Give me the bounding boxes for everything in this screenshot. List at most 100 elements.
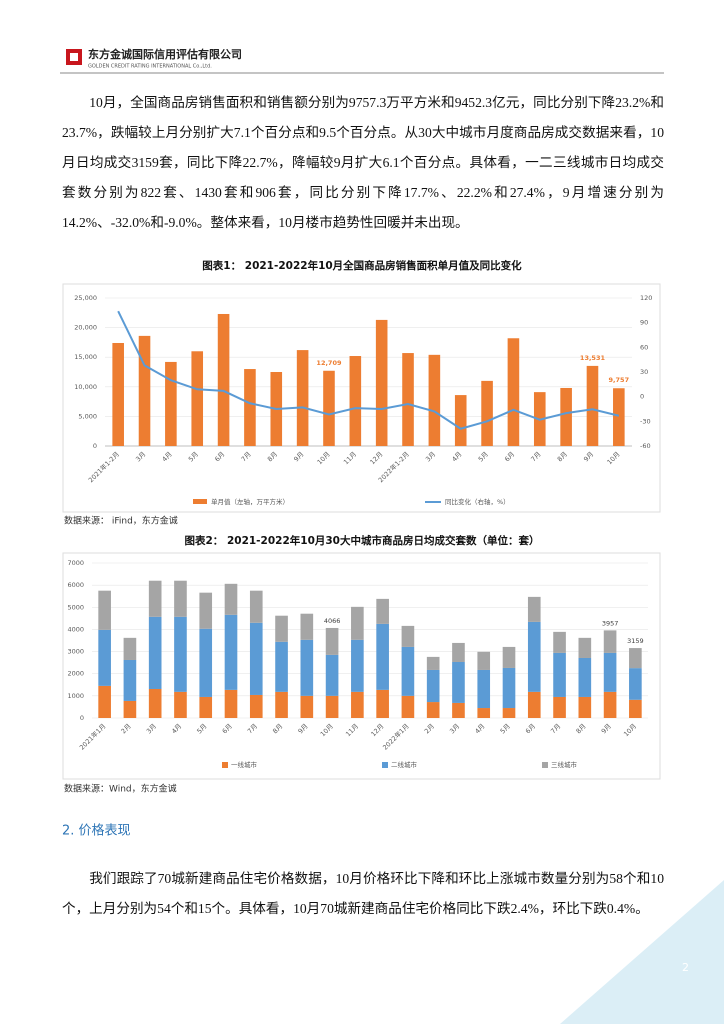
bar-segment (553, 652, 566, 697)
bar-segment (477, 669, 491, 709)
bar-segment (376, 689, 389, 718)
bar (138, 335, 151, 446)
x-tick-label: 3月 (448, 722, 461, 735)
x-tick-label: 12月 (368, 450, 384, 466)
chart-title: 图表2： 2021-2022年10月30大中城市商品房日均成交套数（单位：套） (185, 534, 540, 547)
x-tick-label: 7月 (240, 450, 253, 463)
bar (349, 356, 362, 446)
x-tick-label: 12月 (369, 722, 385, 738)
x-tick-label: 6月 (503, 450, 516, 463)
bar-segment (174, 691, 187, 718)
legend-label: 一线城市 (231, 760, 258, 769)
x-tick-label: 3月 (424, 450, 437, 463)
bar (191, 351, 204, 446)
x-tick-label: 6月 (213, 450, 226, 463)
bar (454, 395, 467, 446)
bar-segment (98, 590, 111, 630)
x-tick-label: 9月 (600, 722, 613, 735)
bar-segment (401, 646, 415, 696)
company-name: 东方金诚国际信用评估有限公司 (88, 47, 242, 61)
bar-segment (98, 685, 111, 718)
x-tick-label: 10月 (316, 450, 332, 466)
legend-label: 单月值（左轴，万平方米） (211, 497, 289, 506)
bar-segment (553, 631, 566, 653)
bar-segment (502, 646, 516, 668)
x-tick-label: 9月 (292, 450, 305, 463)
x-tick-label: 7月 (246, 722, 259, 735)
bar (375, 319, 388, 446)
total-label: 4066 (324, 617, 341, 625)
line (117, 310, 620, 430)
bar-segment (275, 615, 288, 642)
bar-segment (123, 637, 137, 660)
bar-segment (477, 708, 491, 718)
bar (402, 353, 414, 446)
bar-segment (629, 699, 642, 718)
data-label: 13,531 (580, 354, 606, 362)
x-tick-label: 7月 (529, 450, 542, 463)
bar-segment (98, 629, 111, 686)
section-heading: 2. 价格表现 (62, 823, 131, 839)
x-tick-label: 5月 (499, 722, 512, 735)
bar-segment (578, 637, 592, 658)
chart-title: 图表1： 2021-2022年10月全国商品房销售面积单月值及同比变化 (202, 259, 522, 272)
x-tick-label: 9月 (296, 722, 309, 735)
y-tick-label: 90 (640, 319, 648, 327)
bar (428, 354, 441, 446)
chart-frame (62, 283, 661, 513)
x-tick-label: 10月 (606, 450, 622, 466)
bar-segment (249, 590, 263, 623)
y-tick-label: 7000 (67, 559, 84, 567)
x-tick-label: 5月 (195, 722, 208, 735)
bar-segment (199, 592, 213, 629)
total-label: 3159 (627, 637, 644, 645)
legend-swatch (222, 762, 228, 768)
bar-segment (527, 596, 541, 622)
bar-segment (199, 628, 213, 697)
bar-segment (123, 659, 137, 701)
bar-segment (578, 657, 592, 697)
bar-segment (527, 621, 541, 692)
x-tick-label: 10月 (622, 722, 638, 738)
bar-segment (578, 696, 592, 718)
y-tick-label: 25,000 (74, 294, 97, 302)
y-tick-label: -60 (640, 442, 651, 450)
y-tick-label: -30 (640, 417, 651, 425)
y-tick-label: 30 (640, 368, 648, 376)
bar-segment (224, 614, 238, 690)
bar-segment (426, 702, 440, 718)
legend-swatch (193, 499, 207, 504)
bar (481, 380, 493, 446)
bar (217, 313, 230, 446)
legend-label: 三线城市 (551, 760, 578, 769)
x-tick-label: 9月 (582, 450, 595, 463)
y-tick-label: 20,000 (74, 324, 97, 332)
bar-segment (123, 700, 137, 718)
bar-segment (603, 652, 617, 692)
bar-segment (148, 616, 162, 689)
x-tick-label: 11月 (344, 722, 360, 738)
bar-segment (502, 708, 516, 718)
bar-segment (351, 639, 364, 692)
bar-segment (325, 654, 339, 696)
x-tick-label: 8月 (271, 722, 284, 735)
bar-segment (629, 668, 642, 700)
y-tick-label: 120 (640, 294, 652, 302)
x-tick-label: 4月 (473, 722, 486, 735)
logo-inner (70, 53, 78, 61)
legend-swatch (542, 762, 548, 768)
chart-frame (62, 552, 661, 780)
x-tick-label: 3月 (134, 450, 147, 463)
y-tick-label: 0 (640, 393, 644, 401)
x-tick-label: 6月 (221, 722, 234, 735)
y-tick-label: 4000 (67, 625, 84, 633)
bar-segment (401, 695, 415, 718)
x-tick-label: 4月 (170, 722, 183, 735)
y-tick-label: 10,000 (74, 383, 97, 391)
y-tick-label: 5,000 (78, 412, 97, 420)
x-tick-label: 5月 (187, 450, 200, 463)
bar-segment (199, 696, 213, 718)
bar-segment (275, 641, 288, 692)
bar-segment (325, 695, 339, 718)
bar-segment (249, 694, 263, 718)
